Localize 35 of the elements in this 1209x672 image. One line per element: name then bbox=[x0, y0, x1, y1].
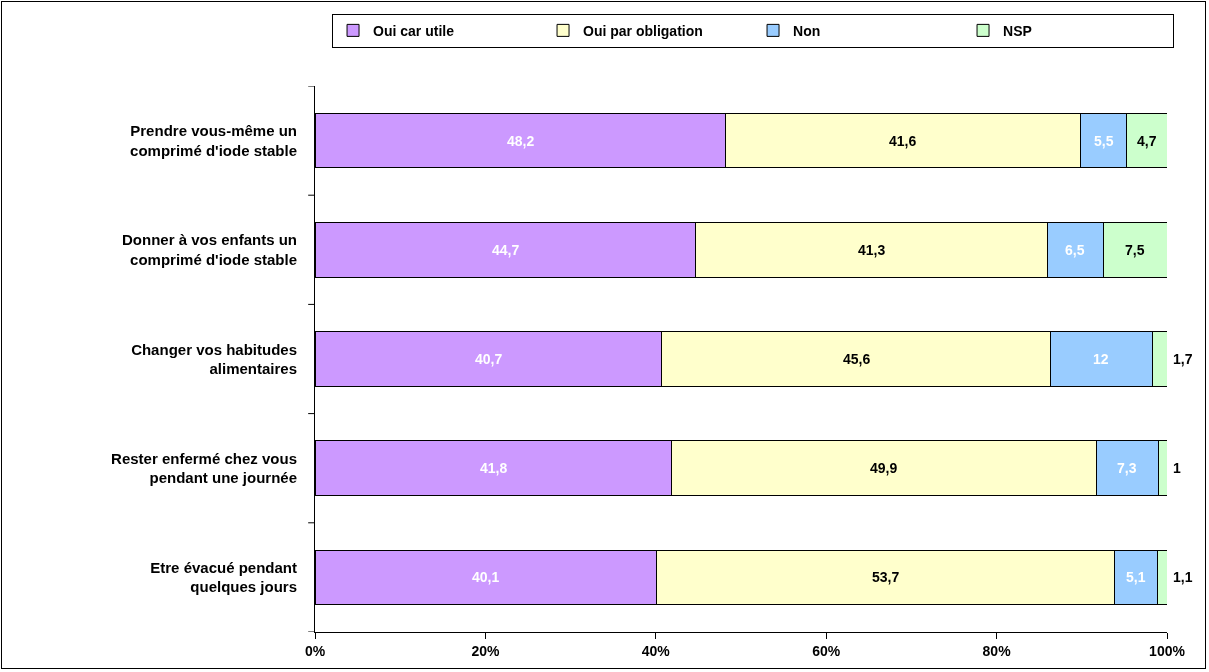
x-tick-label: 40% bbox=[641, 642, 671, 659]
legend-label: NSP bbox=[1003, 22, 1032, 39]
legend-label: Oui car utile bbox=[373, 22, 455, 39]
x-tick-label: 60% bbox=[812, 642, 841, 659]
y-tick-label: Prendre vous-même un comprimé d'iode stable bbox=[130, 122, 297, 159]
x-tick-label: 80% bbox=[982, 642, 1012, 659]
data-label: 45,6 bbox=[843, 351, 871, 367]
x-tick-label: 0% bbox=[304, 642, 326, 659]
data-label: 12 bbox=[1093, 351, 1109, 367]
legend-label: Non bbox=[793, 22, 821, 39]
x-tick-label: 20% bbox=[471, 642, 500, 659]
data-label: 7,3 bbox=[1117, 460, 1137, 476]
y-tick-label: Donner à vos enfants un comprimé d'iode stable bbox=[121, 231, 297, 268]
data-label: 40,1 bbox=[472, 569, 500, 585]
data-label: 41,3 bbox=[858, 242, 886, 258]
data-label: 7,5 bbox=[1125, 242, 1145, 258]
data-label: 1,7 bbox=[1173, 351, 1193, 367]
data-label: 1,1 bbox=[1173, 569, 1193, 585]
y-tick-label: Changer vos habitudes alimentaires bbox=[131, 340, 297, 377]
data-label: 1 bbox=[1173, 460, 1181, 476]
data-label: 48,2 bbox=[507, 133, 535, 149]
data-label: 41,8 bbox=[480, 460, 508, 476]
y-tick-label: Etre évacué pendant quelques jours bbox=[150, 558, 297, 596]
legend-label: Oui par obligation bbox=[583, 22, 703, 39]
data-label: 4,7 bbox=[1137, 133, 1157, 149]
data-label: 6,5 bbox=[1065, 242, 1085, 258]
x-tick-label: 100% bbox=[1149, 642, 1186, 659]
y-tick-label: Rester enfermé chez vous pendant une journée bbox=[111, 449, 297, 487]
data-label: 49,9 bbox=[870, 460, 898, 476]
data-label: 5,5 bbox=[1094, 133, 1114, 149]
data-label: 41,6 bbox=[889, 133, 917, 149]
data-label: 40,7 bbox=[475, 351, 503, 367]
data-label: 5,1 bbox=[1126, 569, 1146, 585]
data-label: 44,7 bbox=[492, 242, 520, 258]
data-label: 53,7 bbox=[872, 569, 900, 585]
